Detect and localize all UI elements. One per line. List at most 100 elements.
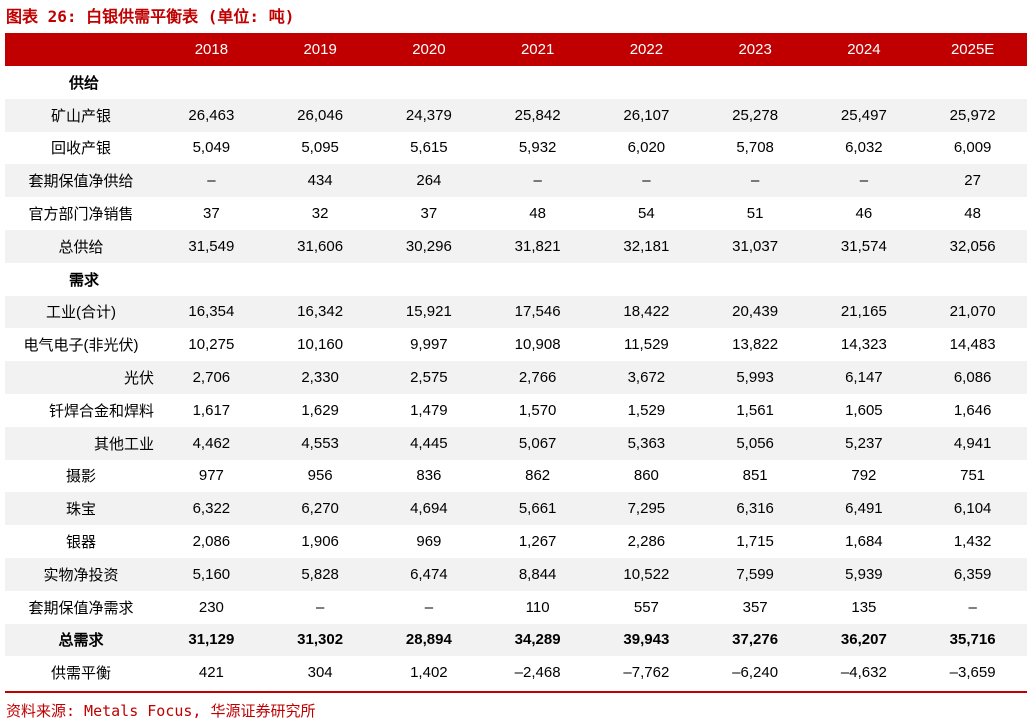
table-cell: 32,056 — [949, 237, 996, 255]
table-row: 工业(合计) 16,354 16,342 15,921 17,546 18,422 20,4… — [5, 295, 1027, 329]
table-cell: 21,070 — [949, 303, 996, 321]
table-cell: 6,270 — [301, 500, 339, 518]
row-label: 总供给 — [58, 238, 104, 256]
table-cell: 6,359 — [953, 565, 992, 583]
table-cell: – — [968, 598, 977, 616]
table-cell: 7,599 — [736, 565, 774, 583]
table-cell: 6,474 — [410, 565, 448, 583]
table-cell: 54 — [638, 205, 655, 223]
row-label: 供需平衡 — [50, 665, 111, 683]
table-cell: 31,574 — [840, 237, 887, 255]
table-cell: –6,240 — [732, 664, 779, 682]
header-year: 2025E — [950, 41, 995, 58]
table-cell: 2,766 — [518, 369, 557, 387]
table-cell: 17,546 — [514, 303, 561, 321]
table-cell: 14,483 — [949, 336, 996, 354]
table-row: 总供给 31,549 31,606 30,296 31,821 32,181 31,037 3… — [5, 229, 1027, 263]
table-cell: 20,439 — [732, 303, 779, 321]
source-note: 资料来源: Metals Focus, 华源证券研究所 — [6, 702, 316, 720]
table-cell: 5,828 — [301, 565, 339, 583]
table-cell: 4,941 — [953, 434, 992, 452]
table-cell: 31,129 — [188, 631, 235, 649]
table-row: 电气电子(非光伏) 10,275 10,160 9,997 10,908 11,529 13… — [5, 328, 1027, 361]
table-cell: 1,684 — [845, 533, 883, 551]
table-cell: 26,463 — [188, 106, 235, 124]
table-cell: 5,056 — [736, 434, 774, 452]
table-cell: 110 — [525, 598, 550, 616]
table-cell: 4,462 — [192, 434, 231, 452]
table-cell: – — [315, 598, 325, 616]
table-cell: 421 — [198, 664, 224, 682]
table-cell: 35,716 — [949, 631, 996, 649]
table-cell: 8,844 — [518, 565, 557, 583]
table-cell: –3,659 — [949, 664, 996, 682]
table-cell: 15,921 — [405, 303, 452, 321]
table-cell: – — [859, 172, 869, 190]
table-cell: 26,046 — [297, 106, 344, 124]
table-cell: 32,181 — [623, 237, 670, 255]
row-label: 总需求 — [58, 632, 104, 650]
table-row: 其他工业 4,462 4,553 4,445 5,067 5,363 5,056 5,237 4… — [5, 426, 1027, 460]
table-cell: 1,715 — [736, 533, 774, 551]
row-label: 电气电子(非光伏) — [23, 337, 139, 355]
table-cell: – — [750, 172, 760, 190]
table-cell: 31,606 — [297, 237, 344, 255]
table-cell: 7,295 — [627, 500, 666, 518]
table-cell: 5,067 — [518, 434, 557, 452]
table-cell: 46 — [855, 205, 873, 223]
table-cell: 6,491 — [845, 500, 883, 518]
header-year: 2022 — [629, 41, 664, 58]
table-cell: 357 — [742, 598, 768, 616]
supply-demand-table: 2018 2019 2020 2021 2022 2023 2024 2025E… — [5, 33, 1027, 689]
table-cell: 4,553 — [301, 434, 339, 452]
row-label: 光伏 — [123, 370, 154, 388]
table-cell: 10,522 — [623, 565, 670, 583]
row-label: 珠宝 — [65, 501, 96, 519]
table-cell: 751 — [960, 467, 986, 485]
table-body: 供给 矿山产银 26,463 26,046 24,379 25,842 26,107 25,2… — [5, 66, 1027, 689]
row-label: 银器 — [65, 534, 96, 552]
table-cell: 5,095 — [301, 139, 339, 157]
table-cell: 5,363 — [627, 434, 666, 452]
table-cell: 34,289 — [514, 631, 561, 649]
table-cell: 5,615 — [410, 139, 448, 157]
figure-title: 图表 26: 白银供需平衡表 (单位: 吨) — [6, 7, 295, 26]
table-cell: 25,842 — [514, 106, 561, 124]
table-cell: 16,342 — [297, 303, 344, 321]
table-cell: 5,661 — [518, 500, 557, 518]
table-cell: – — [533, 172, 542, 190]
table-cell: 1,605 — [845, 401, 883, 419]
table-cell: 5,939 — [845, 565, 883, 583]
table-cell: 977 — [198, 467, 224, 485]
table-cell: 956 — [307, 467, 333, 485]
table-cell: 1,432 — [953, 533, 992, 551]
table-cell: 1,570 — [518, 401, 557, 419]
table-cell: 31,302 — [297, 631, 344, 649]
table-cell: 230 — [198, 598, 224, 616]
table-cell: 39,943 — [623, 631, 670, 649]
header-year: 2019 — [303, 41, 337, 58]
table-cell: 28,894 — [405, 631, 452, 649]
table-cell: 6,009 — [953, 139, 992, 157]
table-cell: 792 — [851, 467, 877, 485]
header-year: 2024 — [847, 41, 881, 58]
table-cell: 31,549 — [188, 237, 235, 255]
table-cell: 1,529 — [627, 401, 666, 419]
table-cell: 25,278 — [732, 106, 779, 124]
table-cell: 5,993 — [736, 369, 774, 387]
row-label: 工业(合计) — [46, 304, 116, 322]
row-label: 供给 — [69, 74, 100, 92]
table-cell: 969 — [416, 533, 442, 551]
table-row: 钎焊合金和焊料 1,617 1,629 1,479 1,570 1,529 1,561 1,6… — [5, 394, 1027, 427]
row-label: 套期保值净需求 — [28, 599, 134, 617]
header-year: 2023 — [738, 41, 772, 58]
table-cell: – — [424, 598, 434, 616]
table-cell: 5,932 — [518, 139, 557, 157]
table-row: 光伏 2,706 2,330 2,575 2,766 3,672 5,993 6,147 6,0… — [5, 361, 1027, 394]
table-cell: 6,104 — [953, 500, 992, 518]
table-row: 供给 — [5, 66, 1027, 99]
table-cell: 6,316 — [736, 500, 774, 518]
table-cell: 862 — [525, 467, 551, 485]
table-cell: 24,379 — [405, 106, 452, 124]
table-cell: 5,160 — [192, 565, 231, 583]
